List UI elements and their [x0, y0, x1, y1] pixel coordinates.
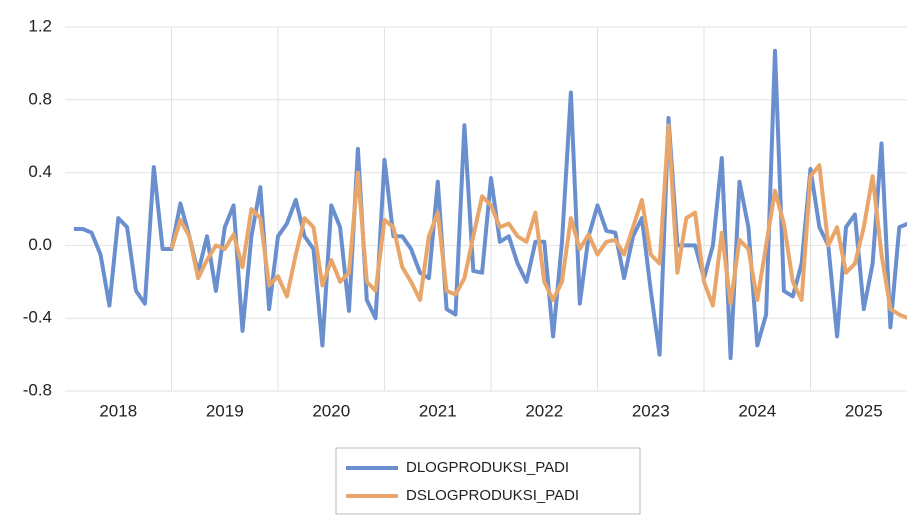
legend-label: DSLOGPRODUKSI_PADI	[406, 487, 579, 504]
y-tick-label: 0.8	[28, 89, 52, 108]
y-tick-label: 0.4	[28, 162, 52, 181]
x-tick-label: 2018	[99, 401, 137, 420]
y-tick-label: 1.2	[28, 16, 52, 35]
x-tick-label: 2020	[312, 401, 350, 420]
x-tick-label: 2023	[632, 401, 670, 420]
legend-label: DLOGPRODUKSI_PADI	[406, 459, 569, 476]
series-line	[169, 123, 907, 320]
x-tick-label: 2022	[525, 401, 563, 420]
x-tick-label: 2025	[845, 401, 883, 420]
y-tick-label: -0.8	[23, 380, 52, 399]
y-tick-label: 0.0	[28, 235, 52, 254]
legend-box	[335, 447, 641, 515]
x-tick-label: 2021	[419, 401, 457, 420]
y-tick-label: -0.4	[23, 308, 52, 327]
x-tick-label: 2019	[206, 401, 244, 420]
x-tick-label: 2024	[738, 401, 776, 420]
